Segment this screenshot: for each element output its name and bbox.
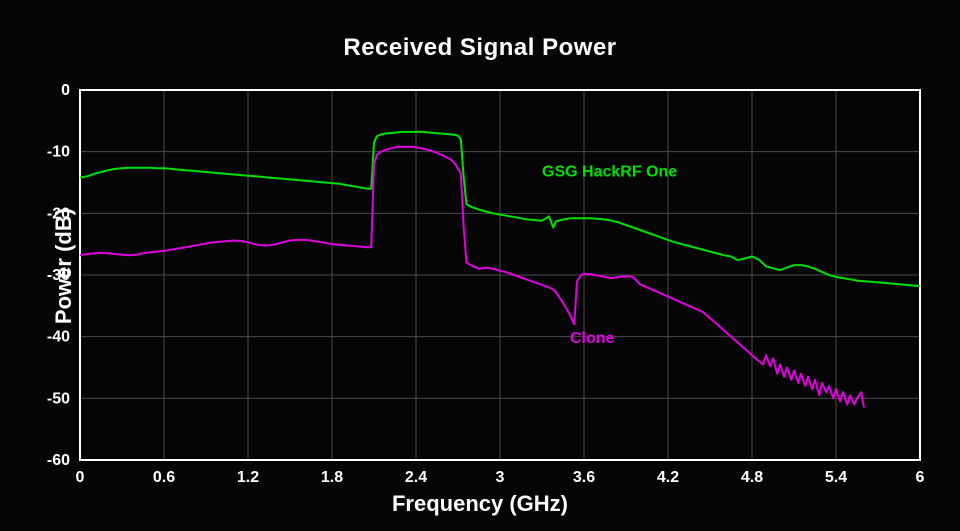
svg-text:6: 6: [916, 469, 925, 486]
svg-text:-50: -50: [47, 390, 70, 407]
series-line: [80, 147, 864, 408]
series-label: GSG HackRF One: [542, 163, 677, 180]
tick-labels: 0 0.6 1.2 1.8 2.4 3 3.6 4.2 4.8 5.4 6 -60 -50 -40 -30 -…: [47, 82, 925, 486]
plot-svg: 0 0.6 1.2 1.8 2.4 3 3.6 4.2 4.8 5.4 6 -60 -50 -40 -30 -…: [0, 0, 960, 531]
svg-text:-20: -20: [47, 205, 70, 222]
svg-text:-60: -60: [47, 452, 70, 469]
series-labels: GSG HackRF One Clone: [542, 163, 677, 347]
svg-text:3: 3: [496, 469, 505, 486]
svg-text:0: 0: [76, 469, 85, 486]
svg-text:-10: -10: [47, 144, 70, 161]
svg-text:-40: -40: [47, 329, 70, 346]
svg-text:4.2: 4.2: [657, 469, 679, 486]
chart-container: Received Signal Power Power (dB) Frequen…: [0, 0, 960, 531]
svg-text:-30: -30: [47, 267, 70, 284]
svg-text:0: 0: [61, 82, 70, 99]
svg-text:1.8: 1.8: [321, 469, 343, 486]
svg-text:5.4: 5.4: [825, 469, 847, 486]
series-label: Clone: [570, 330, 615, 347]
svg-text:4.8: 4.8: [741, 469, 763, 486]
grid: [80, 90, 920, 460]
svg-text:2.4: 2.4: [405, 469, 427, 486]
svg-text:3.6: 3.6: [573, 469, 595, 486]
svg-text:0.6: 0.6: [153, 469, 175, 486]
svg-text:1.2: 1.2: [237, 469, 259, 486]
